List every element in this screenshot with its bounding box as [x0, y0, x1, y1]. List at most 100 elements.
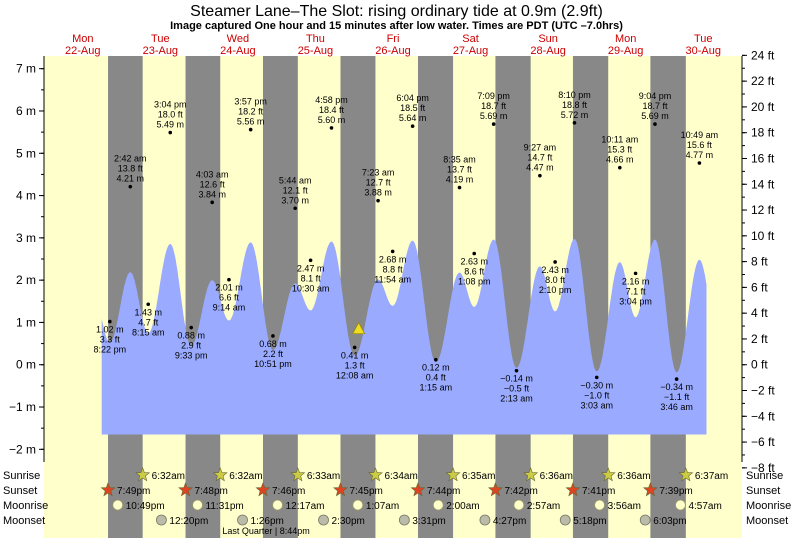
day-name-label: Sat	[462, 33, 479, 45]
tide-extreme-dot	[189, 325, 193, 330]
tide-extreme-m: 2.16 m	[622, 276, 650, 286]
chart-title: Steamer Lane–The Slot: rising ordinary t…	[190, 3, 603, 20]
moonrise-icon	[675, 499, 686, 511]
sunrise-icon	[367, 467, 383, 482]
tide-extreme-ft: 2.2 ft	[263, 349, 284, 359]
sunrise-icon	[445, 467, 461, 482]
left-axis-tick-label: 7 m	[16, 62, 36, 76]
moonset-time: 2:30pm	[332, 516, 365, 527]
right-axis-tick-label: 0 ft	[751, 358, 768, 372]
tide-extreme-dot	[308, 258, 313, 263]
sunrise-time: 6:36am	[540, 471, 573, 482]
tide-extreme-m: 4.66 m	[606, 155, 634, 165]
tide-extreme-dot	[653, 122, 657, 126]
tide-extreme-dot	[248, 127, 253, 132]
tide-extreme-dot	[617, 165, 622, 170]
tide-extreme-time: 9:33 pm	[175, 351, 208, 361]
tide-extreme-m: 4.47 m	[526, 163, 554, 173]
day-name-label: Thu	[306, 33, 325, 45]
tide-extreme-dot	[293, 206, 297, 211]
day-name-label: Tue	[694, 33, 713, 45]
tide-extreme-dot	[572, 121, 577, 125]
day-date-label: 25-Aug	[298, 45, 333, 57]
tide-extreme-dot	[271, 334, 275, 338]
sunset-icon	[100, 482, 116, 497]
tide-extreme-m: 4.19 m	[446, 175, 474, 185]
row-label-left: Sunset	[3, 485, 37, 497]
tide-extreme-ft: 12.6 ft	[200, 179, 226, 189]
tide-extreme-time: 10:51 pm	[254, 359, 292, 369]
tide-extreme-time: 8:35 am	[443, 155, 476, 165]
tide-extreme-time: 8:22 pm	[94, 345, 127, 355]
left-axis-tick-label: 2 m	[16, 273, 36, 287]
tide-extreme-ft: 18.8 ft	[562, 100, 588, 110]
tide-extreme-time: 1:08 pm	[458, 277, 491, 287]
right-axis-tick-label: 12 ft	[751, 203, 775, 217]
tide-extreme-time: 11:54 am	[374, 274, 411, 284]
moonrise-time: 2:57am	[527, 501, 560, 512]
tide-extreme-time: 3:57 pm	[234, 97, 267, 107]
tide-extreme-time: 12:08 am	[336, 370, 374, 380]
tide-extreme-dot	[410, 124, 415, 129]
moonrise-icon	[192, 499, 203, 511]
sunset-icon	[642, 482, 658, 497]
left-axis-tick-label: 0 m	[16, 358, 36, 372]
tide-extreme-dot	[697, 161, 702, 165]
tide-extreme-time: 7:09 pm	[477, 91, 510, 101]
tide-extreme-ft: 0.4 ft	[426, 373, 447, 383]
tide-extreme-ft: 8.1 ft	[301, 273, 322, 283]
left-axis-tick-label: 4 m	[16, 189, 36, 203]
sunset-time: 7:39pm	[659, 486, 692, 497]
sunset-icon	[487, 482, 503, 497]
tide-extreme-ft: 15.3 ft	[607, 145, 633, 155]
moonrise-icon	[513, 499, 525, 511]
tide-extreme-ft: 18.2 ft	[238, 107, 264, 117]
sunrise-icon	[290, 467, 306, 482]
sunrise-icon	[212, 467, 228, 482]
sunrise-time: 6:36am	[617, 471, 650, 482]
moonset-time: 3:31pm	[412, 516, 445, 527]
sunset-icon	[178, 482, 194, 497]
tide-extreme-time: 3:04 pm	[619, 296, 652, 306]
sunset-time: 7:41pm	[582, 486, 615, 497]
tide-extreme-dot	[168, 130, 173, 135]
day-date-label: 24-Aug	[220, 45, 255, 57]
sunset-icon	[410, 482, 426, 497]
moonrise-time: 1:07am	[366, 501, 399, 512]
tide-extreme-m: 4.21 m	[117, 174, 145, 184]
tide-extreme-time: 8:10 pm	[558, 90, 591, 100]
row-label-right: Sunrise	[746, 470, 783, 482]
chart-subtitle: Image captured One hour and 15 minutes a…	[170, 20, 623, 32]
tide-extreme-ft: 15.6 ft	[687, 140, 713, 150]
moonset-icon	[639, 514, 651, 526]
current-tide-marker	[352, 321, 366, 335]
axes: −2 m −1 m 0 m 1 m 2 m 3 m 4 m 5 m 6 m 7 m −8 ft −6 …	[9, 48, 775, 474]
right-axis-tick-label: 20 ft	[751, 100, 775, 114]
tide-extreme-m: 5.72 m	[561, 110, 589, 120]
sunrise-icon	[135, 467, 151, 482]
tide-extreme-m: 5.56 m	[237, 117, 265, 127]
sunrise-time: 6:35am	[462, 471, 495, 482]
tide-extreme-m: 5.64 m	[399, 113, 427, 123]
tide-extreme-dot	[472, 251, 477, 256]
tide-extreme-time: 4:58 pm	[315, 95, 348, 105]
tide-extreme-ft: 8.0 ft	[545, 275, 566, 285]
left-axis-tick-label: 1 m	[16, 315, 36, 329]
tide-extreme-m: 1.02 m	[96, 325, 124, 335]
tide-extreme-time: 2:42 am	[114, 154, 147, 164]
right-axis-tick-label: 16 ft	[751, 151, 775, 165]
tide-extreme-time: 5:44 am	[279, 175, 312, 185]
sunset-icon	[565, 482, 581, 497]
tide-extreme-ft: −0.5 ft	[504, 384, 530, 394]
right-axis-tick-label: 8 ft	[751, 255, 768, 269]
tide-extreme-m: 5.60 m	[318, 115, 346, 125]
day-date-label: 23-Aug	[143, 45, 178, 57]
right-axis-tick-label: 10 ft	[751, 229, 775, 243]
day-date-label: 28-Aug	[530, 45, 565, 57]
right-axis-tick-label: 6 ft	[751, 280, 768, 294]
left-axis-tick-label: 5 m	[16, 146, 36, 160]
moonrise-icon	[432, 499, 444, 511]
moonset-time: 6:03pm	[653, 516, 686, 527]
right-axis-tick-label: 2 ft	[751, 332, 768, 346]
